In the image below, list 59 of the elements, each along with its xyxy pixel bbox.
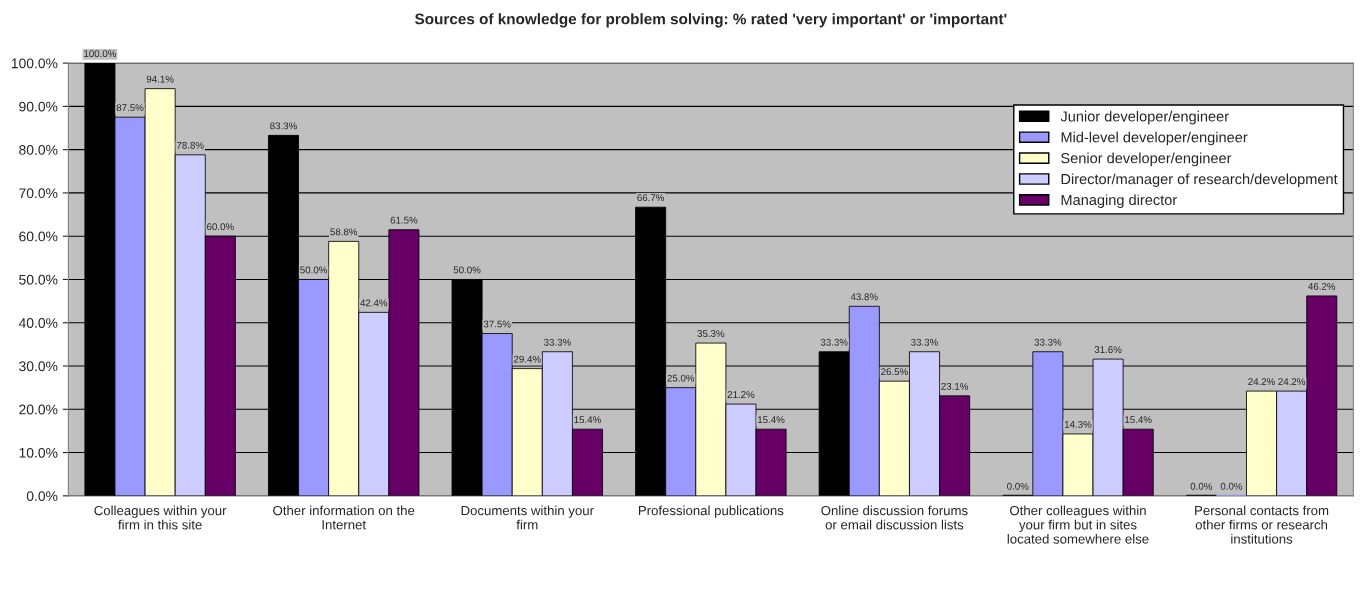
data-label: 46.2% <box>1308 282 1336 290</box>
chart-title: Sources of knowledge for problem solving: % rated 'very important' or 'important' <box>414 13 1007 28</box>
data-label: 33.3% <box>543 338 571 346</box>
data-label: 100.0% <box>84 50 117 58</box>
y-tick-label: 100.0% <box>11 58 58 69</box>
y-tick-label: 80.0% <box>19 144 58 155</box>
x-tick-label: Other colleagues within your firm but in sites located somewhere else <box>1007 505 1149 544</box>
data-label: 29.4% <box>513 355 541 363</box>
data-label: 61.5% <box>390 216 418 224</box>
data-label: 0.0% <box>1190 482 1213 490</box>
data-label: 60.0% <box>207 223 234 231</box>
data-label: 83.3% <box>270 122 297 130</box>
x-tick-label: Other information on the Internet <box>273 505 415 530</box>
data-label: 24.2% <box>1248 378 1275 385</box>
y-tick-label: 90.0% <box>19 101 58 112</box>
data-label: 0.0% <box>1007 482 1029 490</box>
legend-label: Junior developer/engineer <box>1060 110 1229 125</box>
data-label: 50.0% <box>453 266 481 274</box>
y-tick-label: 20.0% <box>19 404 58 415</box>
data-label: 21.2% <box>727 391 755 398</box>
data-label: 42.4% <box>360 299 388 307</box>
legend-label: Mid-level developer/engineer <box>1061 131 1248 146</box>
data-label: 50.0% <box>300 266 328 274</box>
y-tick-label: 30.0% <box>19 361 58 372</box>
y-tick-label: 10.0% <box>19 447 58 458</box>
y-tick-label: 0.0% <box>26 491 58 501</box>
data-label: 87.5% <box>116 104 144 112</box>
data-label: 33.3% <box>1034 338 1062 346</box>
data-label: 24.2% <box>1278 378 1306 385</box>
data-label: 33.3% <box>820 338 848 346</box>
data-label: 43.8% <box>850 293 878 301</box>
x-tick-label: Professional publications <box>638 505 784 518</box>
y-tick-label: 50.0% <box>19 274 58 285</box>
data-label: 25.0% <box>667 374 695 382</box>
data-label: 35.3% <box>697 330 725 337</box>
y-tick-label: 70.0% <box>19 188 58 199</box>
data-label: 58.8% <box>330 228 358 236</box>
data-label: 66.7% <box>637 194 665 202</box>
x-tick-label: Personal contacts from other firms or research institutions <box>1195 505 1329 544</box>
y-tick-label: 40.0% <box>18 318 58 328</box>
data-label: 33.3% <box>911 338 938 346</box>
data-label: 0.0% <box>1220 482 1243 490</box>
data-label: 14.3% <box>1064 420 1092 428</box>
data-label: 31.6% <box>1094 346 1122 353</box>
legend-label: Managing director <box>1061 194 1177 208</box>
data-label: 15.4% <box>574 416 601 424</box>
legend-label: Senior developer/engineer <box>1061 152 1232 167</box>
x-tick-label: Colleagues within your firm in this site <box>94 505 227 530</box>
x-tick-label: Documents within your firm <box>461 505 594 530</box>
data-label: 37.5% <box>483 320 511 328</box>
y-tick-label: 60.0% <box>19 231 58 242</box>
data-label: 78.8% <box>176 141 204 149</box>
data-label: 15.4% <box>1125 416 1152 424</box>
data-label: 94.1% <box>146 75 174 83</box>
data-label: 26.5% <box>881 368 908 376</box>
x-tick-label: Online discussion forums or email discussion lists <box>821 505 968 530</box>
data-label: 23.1% <box>941 382 969 390</box>
data-label: 15.4% <box>758 416 785 424</box>
legend-label: Director/manager of research/development <box>1061 173 1338 188</box>
